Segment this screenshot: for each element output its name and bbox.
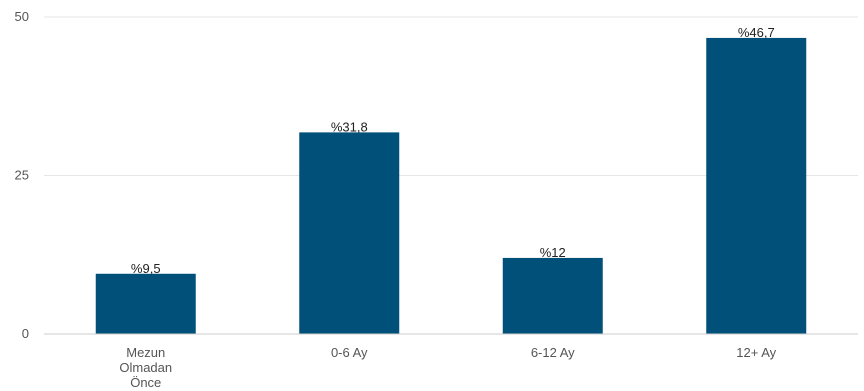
y-tick-label: 0 [22, 326, 29, 341]
bar [95, 273, 196, 334]
y-axis: 0 25 50 [15, 9, 29, 341]
y-tick-label: 25 [15, 168, 29, 183]
x-tick-label-line: 6-12 Ay [531, 345, 575, 360]
x-tick-label-line: Olmadan [119, 360, 172, 375]
y-tick-label: 50 [15, 9, 29, 24]
x-tick-label-line: 12+ Ay [736, 345, 776, 360]
x-tick-label: 12+ Ay [736, 345, 776, 360]
bar [299, 132, 400, 334]
x-tick-label: Mezun Olmadan Önce [119, 345, 172, 390]
bar [502, 257, 603, 334]
bars [95, 37, 807, 335]
x-tick-label: 6-12 Ay [531, 345, 575, 360]
x-tick-label-line: Mezun [126, 345, 165, 360]
data-label: %12 [540, 245, 566, 260]
x-tick-label-line: 0-6 Ay [331, 345, 368, 360]
x-tick-label: 0-6 Ay [331, 345, 368, 360]
bar [706, 37, 807, 335]
data-labels: %9,5 %31,8 %12 %46,7 [131, 25, 775, 276]
data-label: %46,7 [738, 25, 775, 40]
data-label: %31,8 [331, 119, 368, 134]
data-label: %9,5 [131, 261, 161, 276]
x-tick-label-line: Önce [130, 375, 161, 390]
x-axis: Mezun Olmadan Önce 0-6 Ay 6-12 Ay 12+ Ay [44, 333, 858, 390]
